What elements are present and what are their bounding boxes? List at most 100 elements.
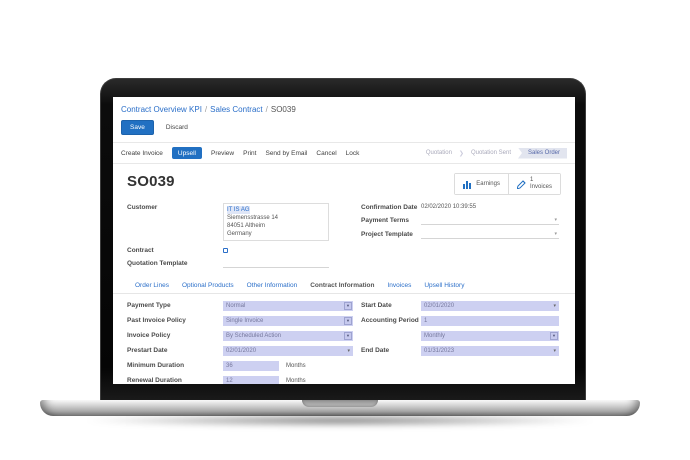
minimum-duration-label: Minimum Duration (127, 362, 185, 369)
prestart-date-label: Prestart Date (127, 347, 168, 354)
invoices-count: 1 (529, 177, 534, 183)
confirmation-date-label: Confirmation Date (361, 204, 418, 211)
select-arrow-icon: ▼ (344, 332, 352, 340)
save-button[interactable]: Save (121, 120, 154, 135)
payment-type-row: Payment Type Normal ▼ (127, 301, 355, 311)
accounting-period-label: Accounting Period (361, 317, 419, 324)
minimum-duration-row: Minimum Duration 36 Months (127, 361, 355, 371)
toolbar-buttons: Create Invoice Upsell Preview Print Send… (121, 147, 359, 159)
tab-order-lines[interactable]: Order Lines (135, 282, 169, 289)
status-pipeline: Quotation ❯ Quotation Sent Sales Order (419, 147, 567, 159)
breadcrumb-link-contract-overview-kpi[interactable]: Contract Overview KPI (121, 105, 202, 114)
breadcrumb: Contract Overview KPI / Sales Contract / SO0… (121, 105, 567, 114)
tab-invoices[interactable]: Invoices (387, 282, 412, 289)
invoice-policy-row: Invoice Policy By Scheduled Action ▼ (127, 331, 355, 341)
laptop-base (40, 400, 640, 416)
upsell-button[interactable]: Upsell (171, 147, 202, 159)
breadcrumb-current: SO039 (270, 105, 296, 114)
renewal-duration-label: Renewal Duration (127, 377, 182, 384)
confirmation-date-field-row: Confirmation Date 02/02/2020 10:39:55 (361, 203, 561, 211)
end-date-row: End Date 01/31/2023 ▾ (361, 346, 561, 356)
renewal-duration-unit: Months (286, 378, 306, 384)
tab-other-information[interactable]: Other Information (246, 282, 298, 289)
renewal-duration-row: Renewal Duration 12 Months (127, 376, 355, 384)
accounting-period-input[interactable]: 1 (421, 316, 559, 326)
contract-field-row: Contract (127, 246, 355, 254)
laptop-shadow (80, 414, 600, 427)
invoice-policy-select[interactable]: By Scheduled Action ▼ (223, 331, 353, 341)
select-arrow-icon: ▼ (550, 332, 558, 340)
invoices-stat-text: 1 Invoices (530, 177, 552, 191)
end-date-input[interactable]: 01/31/2023 ▾ (421, 346, 559, 356)
tab-upsell-history[interactable]: Upsell History (424, 282, 465, 289)
chevron-down-icon: ▾ (554, 231, 557, 237)
customer-address-line: Siemensstrasse 14 (227, 215, 279, 221)
start-date-input[interactable]: 02/01/2020 ▾ (421, 301, 559, 311)
select-arrow-icon: ▼ (344, 317, 352, 325)
tab-contract-information[interactable]: Contract Information (310, 282, 375, 289)
past-invoice-policy-label: Past Invoice Policy (127, 317, 186, 324)
bar-chart-icon (463, 180, 472, 189)
chevron-down-icon: ▾ (553, 303, 556, 309)
screen: Contract Overview KPI / Sales Contract / SO0… (113, 97, 575, 384)
customer-name-link[interactable]: IT IS AG (227, 206, 250, 214)
tab-optional-products[interactable]: Optional Products (181, 282, 234, 289)
form-right-column: Start Date 02/01/2020 ▾ Accounting Period… (355, 301, 561, 384)
breadcrumb-separator: / (265, 105, 268, 114)
laptop-screen-bezel: Contract Overview KPI / Sales Contract / SO0… (100, 78, 586, 400)
prestart-date-input[interactable]: 02/01/2020 ▾ (223, 346, 353, 356)
quotation-template-label: Quotation Template (127, 260, 188, 267)
quotation-template-input[interactable] (223, 259, 329, 268)
header-fields: Customer IT IS AG Siemensstrasse 14 8405… (127, 203, 561, 273)
breadcrumb-link-sales-contract[interactable]: Sales Contract (210, 105, 263, 114)
status-step-quotation[interactable]: Quotation (425, 150, 452, 156)
action-toolbar: Create Invoice Upsell Preview Print Send… (113, 142, 575, 164)
customer-input[interactable]: IT IS AG Siemensstrasse 14 84051 Altheim… (223, 203, 329, 241)
renewal-duration-input[interactable]: 12 (223, 376, 279, 384)
chevron-down-icon: ▾ (553, 348, 556, 354)
record-sheet: SO039 Earnings (113, 164, 575, 384)
invoices-stat-button[interactable]: 1 Invoices (507, 174, 560, 194)
project-template-input[interactable]: ▾ (421, 230, 559, 239)
earnings-stat-button[interactable]: Earnings (455, 174, 508, 194)
past-invoice-policy-select[interactable]: Single Invoice ▼ (223, 316, 353, 326)
project-template-label: Project Template (361, 231, 413, 238)
minimum-duration-unit: Months (286, 363, 306, 369)
contract-information-form: Payment Type Normal ▼ Past Invoice Policy… (127, 301, 561, 384)
payment-terms-label: Payment Terms (361, 217, 409, 224)
form-left-column: Payment Type Normal ▼ Past Invoice Policy… (127, 301, 355, 384)
accounting-period-unit-select[interactable]: Monthly ▼ (421, 331, 559, 341)
minimum-duration-input[interactable]: 36 (223, 361, 279, 371)
confirmation-date-value: 02/02/2020 10:39:55 (421, 204, 477, 210)
payment-terms-field-row: Payment Terms ▾ (361, 216, 561, 225)
payment-terms-input[interactable]: ▾ (421, 216, 559, 225)
contract-link-icon[interactable] (223, 248, 228, 253)
invoice-policy-label: Invoice Policy (127, 332, 171, 339)
print-button[interactable]: Print (243, 149, 257, 157)
breadcrumb-separator: / (204, 105, 208, 114)
header: Contract Overview KPI / Sales Contract / SO0… (113, 97, 575, 142)
status-step-quotation-sent[interactable]: Quotation Sent (470, 150, 511, 156)
lock-button[interactable]: Lock (345, 149, 360, 157)
select-arrow-icon: ▼ (344, 302, 352, 310)
create-invoice-button[interactable]: Create Invoice (121, 149, 163, 157)
accounting-period-row: Accounting Period 1 (361, 316, 561, 326)
customer-field-row: Customer IT IS AG Siemensstrasse 14 8405… (127, 203, 355, 241)
title-row: SO039 Earnings (127, 173, 561, 195)
status-separator-icon: ❯ (458, 150, 464, 157)
payment-type-label: Payment Type (127, 302, 171, 309)
start-date-label: Start Date (361, 302, 392, 309)
payment-type-select[interactable]: Normal ▼ (223, 301, 353, 311)
discard-button[interactable]: Discard (165, 124, 188, 131)
header-fields-right: Confirmation Date 02/02/2020 10:39:55 Pa… (355, 203, 561, 273)
start-date-row: Start Date 02/01/2020 ▾ (361, 301, 561, 311)
send-by-email-button[interactable]: Send by Email (265, 149, 308, 157)
chevron-down-icon: ▾ (347, 348, 350, 354)
cancel-button[interactable]: Cancel (316, 149, 337, 157)
status-step-sales-order[interactable]: Sales Order (517, 147, 567, 159)
project-template-field-row: Project Template ▾ (361, 230, 561, 239)
prestart-date-row: Prestart Date 02/01/2020 ▾ (127, 346, 355, 356)
preview-button[interactable]: Preview (210, 149, 235, 157)
customer-address-line: 84051 Altheim (227, 223, 266, 229)
